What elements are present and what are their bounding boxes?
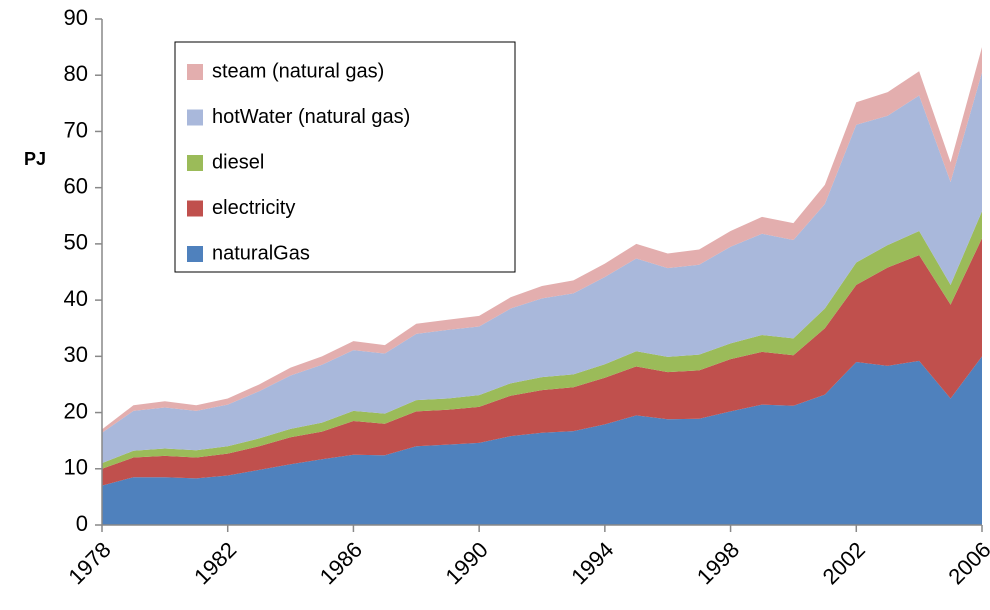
x-tick-label: 1990	[440, 537, 492, 589]
area	[102, 356, 982, 525]
legend-label: naturalGas	[212, 242, 310, 264]
y-tick-label: 30	[64, 342, 88, 367]
y-tick-label: 90	[64, 5, 88, 30]
x-tick-label: 1998	[692, 537, 744, 589]
y-tick-label: 0	[76, 511, 88, 536]
x-tick-label: 1982	[189, 537, 241, 589]
y-tick-label: 80	[64, 61, 88, 86]
x-tick-label: 2002	[818, 537, 870, 589]
area	[102, 72, 982, 464]
legend-label: diesel	[212, 151, 264, 173]
y-tick-label: 20	[64, 398, 88, 423]
legend-label: hotWater (natural gas)	[212, 106, 410, 128]
y-tick-label: 50	[64, 230, 88, 255]
legend-swatch	[187, 200, 203, 217]
x-tick-label: 1978	[63, 537, 115, 589]
x-tick-label: 2006	[943, 537, 990, 589]
y-axis-label: PJ	[24, 149, 46, 169]
y-tick-label: 40	[64, 286, 88, 311]
x-tick-label: 1986	[315, 537, 367, 589]
y-tick-label: 60	[64, 173, 88, 198]
legend-swatch	[187, 109, 203, 126]
legend-label: electricity	[212, 197, 295, 219]
legend-swatch	[187, 246, 203, 262]
legend-label: steam (natural gas)	[212, 60, 384, 82]
y-tick-label: 70	[64, 117, 88, 142]
legend-box	[174, 41, 516, 273]
legend-swatch	[187, 64, 203, 80]
area	[102, 211, 982, 469]
area	[102, 238, 982, 486]
legend-swatch	[187, 155, 203, 171]
x-tick-label: 1994	[566, 537, 618, 589]
y-tick-label: 10	[64, 455, 88, 480]
